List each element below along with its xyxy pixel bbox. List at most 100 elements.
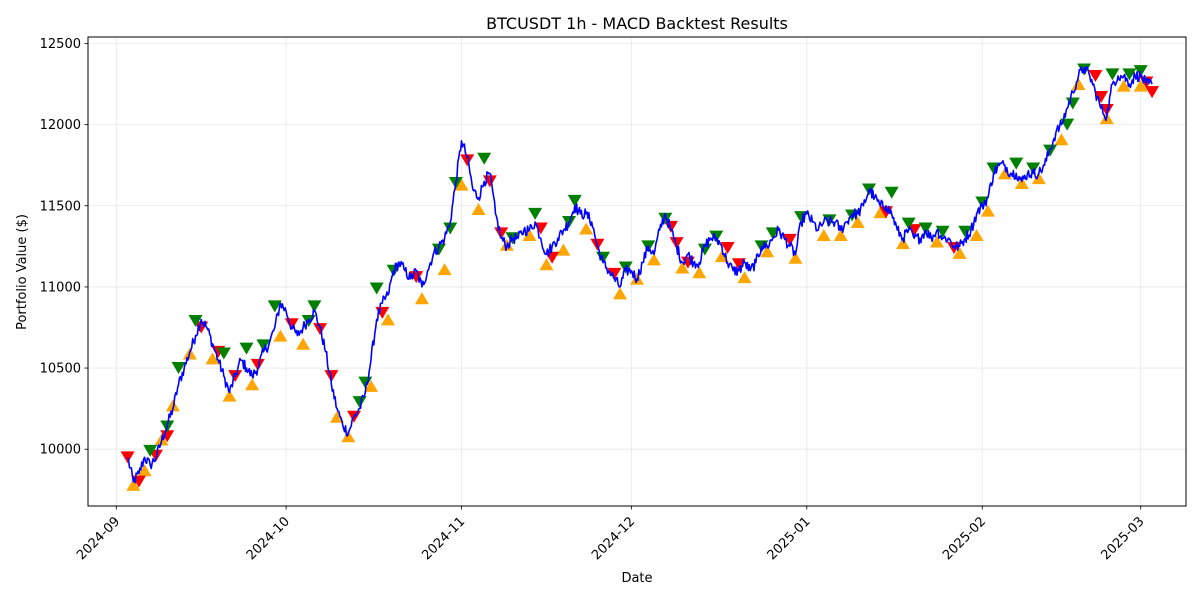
portfolio-value-line bbox=[126, 65, 1153, 484]
buy-marker bbox=[126, 478, 141, 491]
sell-marker bbox=[313, 323, 328, 336]
exit-marker bbox=[884, 186, 899, 199]
buy-marker bbox=[522, 228, 537, 241]
buy-marker bbox=[850, 216, 865, 229]
y-tick-label: 11500 bbox=[40, 199, 81, 214]
exit-marker bbox=[369, 282, 384, 295]
exit-marker bbox=[1133, 65, 1148, 78]
exit-marker bbox=[1009, 157, 1024, 170]
buy-marker bbox=[1071, 78, 1086, 91]
buy-marker bbox=[579, 222, 594, 235]
grid-layer bbox=[88, 37, 1186, 506]
buy-marker bbox=[1116, 79, 1131, 92]
sell-marker bbox=[607, 267, 622, 280]
x-axis-label: Date bbox=[621, 571, 652, 586]
buy-marker bbox=[646, 253, 661, 266]
y-tick-label: 10000 bbox=[40, 443, 81, 458]
buy-marker bbox=[760, 245, 775, 258]
buy-marker bbox=[896, 237, 911, 250]
exit-marker bbox=[901, 217, 916, 230]
buy-marker bbox=[1031, 172, 1046, 185]
buy-marker bbox=[341, 430, 356, 443]
buy-marker bbox=[296, 337, 311, 350]
exit-marker bbox=[918, 222, 933, 235]
buy-marker bbox=[675, 261, 690, 274]
exit-marker bbox=[975, 196, 990, 209]
exit-marker bbox=[267, 300, 282, 313]
buy-marker bbox=[929, 235, 944, 248]
buy-marker bbox=[245, 378, 260, 391]
sell-marker bbox=[1145, 86, 1160, 99]
buy-marker bbox=[454, 178, 469, 191]
sell-marker bbox=[782, 233, 797, 246]
buy-marker bbox=[980, 204, 995, 217]
sell-marker bbox=[250, 358, 265, 371]
buy-marker bbox=[222, 389, 237, 402]
sell-marker bbox=[1094, 91, 1109, 104]
y-tick-label: 10500 bbox=[40, 362, 81, 377]
buy-marker bbox=[969, 228, 984, 241]
exit-marker bbox=[171, 362, 186, 375]
exit-marker bbox=[567, 194, 582, 207]
exit-marker bbox=[188, 314, 203, 327]
sell-marker bbox=[731, 258, 746, 271]
y-tick-label: 12000 bbox=[40, 118, 81, 133]
buy-marker bbox=[205, 352, 220, 365]
buy-marker bbox=[788, 251, 803, 264]
buy-marker bbox=[330, 410, 345, 423]
exit-marker bbox=[1026, 162, 1041, 175]
buy-marker bbox=[380, 313, 395, 326]
buy-marker bbox=[273, 329, 288, 342]
buy-marker bbox=[1014, 177, 1029, 190]
buy-marker bbox=[556, 243, 571, 256]
chart-title: BTCUSDT 1h - MACD Backtest Results bbox=[486, 14, 788, 33]
exit-marker bbox=[477, 152, 492, 165]
buy-marker bbox=[437, 263, 452, 276]
y-tick-label: 12500 bbox=[40, 37, 81, 52]
exit-marker bbox=[143, 444, 158, 457]
buy-marker bbox=[816, 228, 831, 241]
exit-marker bbox=[352, 396, 367, 409]
buy-marker bbox=[539, 258, 554, 271]
buy-marker bbox=[1054, 133, 1069, 146]
buy-marker bbox=[873, 206, 888, 219]
buy-marker bbox=[363, 379, 378, 392]
sell-marker bbox=[160, 430, 175, 443]
buy-marker bbox=[692, 266, 707, 279]
y-axis-label: Portfolio Value ($) bbox=[15, 214, 30, 330]
exit-marker bbox=[935, 225, 950, 238]
line-layer bbox=[126, 65, 1153, 484]
sell-marker bbox=[460, 154, 475, 167]
buy-marker bbox=[165, 399, 180, 412]
sell-marker bbox=[669, 237, 684, 250]
exit-marker bbox=[443, 222, 458, 235]
exit-marker bbox=[765, 227, 780, 240]
exit-marker bbox=[307, 300, 322, 313]
buy-marker bbox=[471, 203, 486, 216]
buy-marker bbox=[952, 246, 967, 259]
buy-marker bbox=[414, 292, 429, 305]
exit-marker bbox=[239, 342, 254, 355]
y-tick-label: 11000 bbox=[40, 280, 81, 295]
exit-marker bbox=[1122, 68, 1137, 81]
sell-marker bbox=[907, 224, 922, 237]
exit-marker bbox=[216, 347, 231, 360]
exit-marker bbox=[1105, 68, 1120, 81]
buy-marker bbox=[1133, 79, 1148, 92]
sell-marker bbox=[1088, 69, 1103, 82]
exit-marker bbox=[958, 225, 973, 238]
plot-frame bbox=[87, 36, 1187, 507]
exit-marker bbox=[658, 212, 673, 225]
buy-marker bbox=[137, 464, 152, 477]
buy-marker bbox=[613, 287, 628, 300]
buy-marker bbox=[833, 228, 848, 241]
sell-marker bbox=[409, 271, 424, 284]
sell-marker bbox=[720, 241, 735, 254]
buy-marker bbox=[714, 250, 729, 263]
exit-marker bbox=[256, 339, 271, 352]
buy-marker bbox=[737, 271, 752, 284]
exit-marker bbox=[709, 230, 724, 243]
exit-marker bbox=[528, 207, 543, 220]
